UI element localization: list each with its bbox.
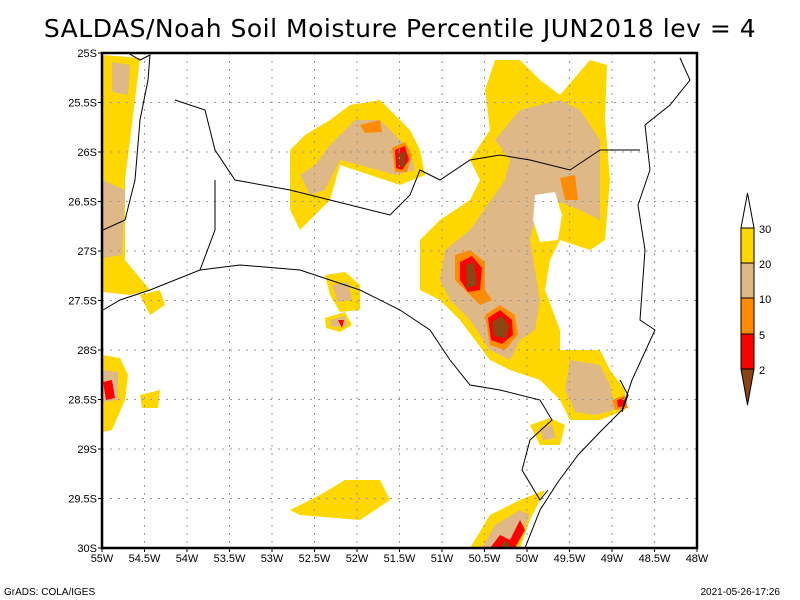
colorbar-swatch-2-5 (740, 333, 755, 370)
y-tick-label: 30S (77, 543, 97, 555)
colorbar-label: 2 (759, 365, 765, 377)
x-tick-label: 50W (516, 553, 539, 565)
colorbar-label: 20 (759, 259, 771, 271)
x-tick-label: 52.5W (299, 553, 331, 565)
y-tick-label: 29.5S (68, 494, 97, 506)
colorbar-label: 5 (759, 330, 765, 342)
y-axis-ticks: 25S 25.5S 26S 26.5S 27S 27.5S 28S 28.5S 29S 29.5S… (68, 48, 102, 555)
border-line (199, 264, 553, 501)
border-line (524, 57, 691, 548)
colorbar: 2 5 10 20 30 (740, 192, 771, 406)
y-tick-label: 28.5S (68, 395, 97, 407)
soil-moisture-shading (103, 55, 628, 548)
shade-region-2-5 (338, 320, 344, 328)
shade-region-5-10 (560, 175, 578, 200)
y-tick-label: 28S (77, 345, 97, 357)
y-tick-label: 25S (77, 48, 97, 60)
x-tick-label: 53.5W (214, 553, 246, 565)
y-tick-label: 27.5S (68, 296, 97, 308)
colorbar-top-arrow (740, 192, 755, 229)
y-tick-label: 26.5S (68, 197, 97, 209)
colorbar-label: 30 (759, 224, 771, 236)
shade-region-2-5 (103, 380, 115, 400)
border-line (102, 53, 151, 231)
shade-region-lt2 (492, 316, 509, 338)
border-line (619, 379, 629, 413)
footer-timestamp: 2021-05-26-17:26 (700, 587, 780, 598)
shade-region-10-20 (112, 62, 130, 95)
y-tick-label: 25.5S (68, 98, 97, 110)
shade-region-10-20 (540, 425, 556, 440)
colorbar-swatch-10-20 (740, 262, 755, 299)
y-tick-label: 27S (77, 246, 97, 258)
shade-region-5-10 (360, 120, 382, 133)
x-tick-label: 53W (261, 553, 284, 565)
shade-region-20-30 (290, 480, 390, 520)
x-tick-label: 48.5W (639, 553, 671, 565)
plot-title: SALDAS/Noah Soil Moisture Percentile JUN… (43, 14, 757, 43)
grid-lines (102, 53, 697, 548)
shade-region-10-20 (565, 360, 615, 415)
y-tick-label: 29S (77, 444, 97, 456)
x-tick-label: 49W (601, 553, 624, 565)
x-tick-label: 54W (176, 553, 199, 565)
colorbar-swatch-20-30 (740, 227, 755, 264)
footer-credit: GrADS: COLA/IGES (4, 587, 96, 598)
y-tick-label: 26S (77, 147, 97, 159)
colorbar-label: 10 (759, 294, 771, 306)
x-tick-label: 52W (346, 553, 369, 565)
x-tick-label: 51.5W (384, 553, 416, 565)
colorbar-bottom-arrow (740, 368, 755, 406)
x-tick-label: 49.5W (554, 553, 586, 565)
x-tick-label: 50.5W (469, 553, 501, 565)
x-tick-label: 48W (686, 553, 709, 565)
shade-region-20-30 (140, 290, 165, 315)
x-tick-label: 54.5W (129, 553, 161, 565)
shade-region-2-5 (617, 398, 625, 407)
colorbar-swatch-5-10 (740, 297, 755, 335)
border-line (102, 180, 216, 311)
shade-region-2-5 (490, 520, 525, 548)
x-axis-ticks: 55W 54.5W 54W 53.5W 53W 52.5W 52W 51.5W 51W 50.5W… (91, 548, 709, 565)
shade-region-lt2 (466, 262, 477, 288)
shade-region-lt2 (398, 152, 405, 166)
border-line (174, 99, 640, 216)
x-tick-label: 55W (91, 553, 114, 565)
shade-region-10-20 (332, 282, 352, 302)
shade-region-lt2 (500, 540, 512, 548)
x-tick-label: 51W (431, 553, 454, 565)
shade-region-gt30 (533, 192, 562, 242)
shade-region-10-20 (103, 180, 125, 258)
political-borders (102, 53, 691, 548)
